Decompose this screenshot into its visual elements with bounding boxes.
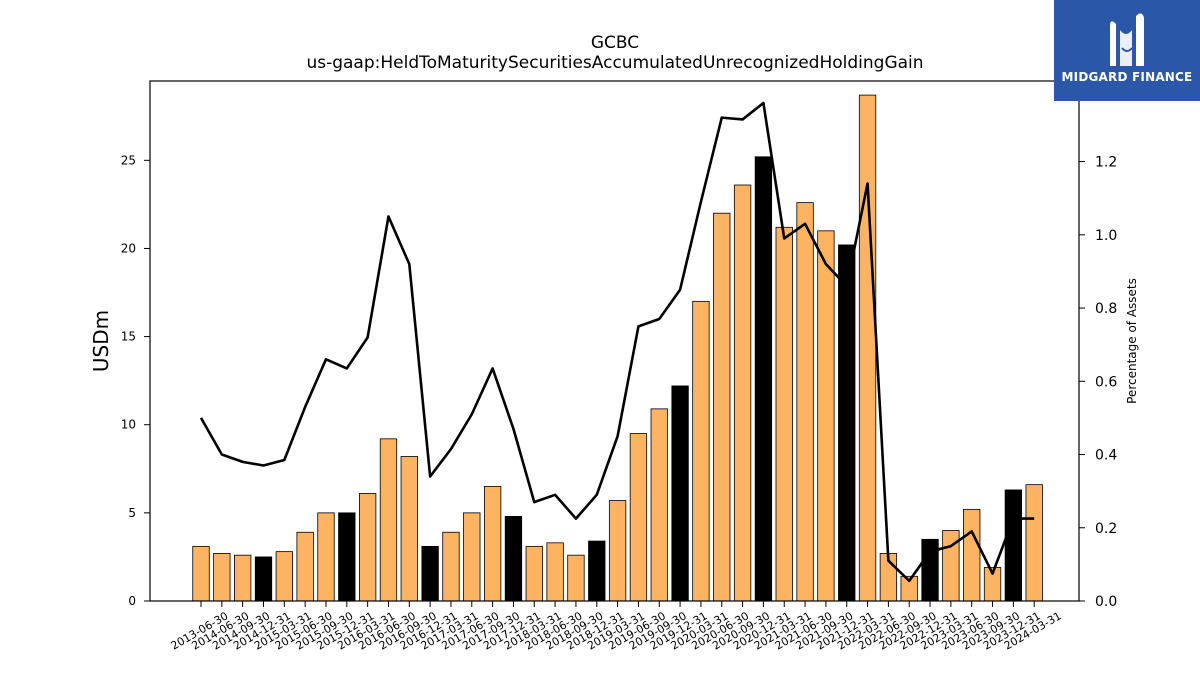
bar <box>483 486 502 602</box>
bar <box>567 554 585 602</box>
bar <box>1025 484 1043 602</box>
bar <box>754 156 773 602</box>
brand-name: MIDGARD FINANCE <box>1061 70 1193 84</box>
bar <box>963 508 981 602</box>
y-tick-label: 15 <box>121 330 136 344</box>
y-axis-label: USDm <box>89 310 113 372</box>
bar <box>858 94 877 602</box>
y-tick-label: 0 <box>128 594 136 608</box>
left-axis-ticks: 0 5 10 15 20 25 <box>121 153 150 608</box>
bar <box>733 184 752 602</box>
bar <box>400 456 418 602</box>
y2-tick-label: 0.4 <box>1095 448 1117 464</box>
bar <box>838 244 856 602</box>
chart-subtitle: us-gaap:HeldToMaturitySecuritiesAccumula… <box>306 53 923 73</box>
y-tick-label: 10 <box>121 418 136 432</box>
plot-frame <box>149 80 1080 602</box>
y-tick-label: 20 <box>121 241 136 255</box>
midgard-logo-icon <box>1110 13 1144 66</box>
right-axis-ticks: 0.0 0.2 0.4 0.6 0.8 1.0 1.2 <box>1079 155 1117 610</box>
y2-axis-label: Percentage of Assets <box>1125 278 1139 404</box>
bar <box>234 554 252 602</box>
bar <box>775 226 793 602</box>
bar-series <box>192 94 1043 602</box>
bar <box>504 515 523 602</box>
y2-tick-label: 0.0 <box>1095 594 1117 610</box>
y2-tick-label: 1.0 <box>1095 228 1117 244</box>
bar <box>1004 489 1023 602</box>
bar <box>275 551 293 602</box>
bar <box>463 512 481 602</box>
bar <box>421 545 439 602</box>
y-tick-label: 5 <box>128 506 136 520</box>
bar <box>629 433 648 602</box>
bar <box>588 540 606 602</box>
bar <box>442 531 460 602</box>
bar <box>358 493 377 602</box>
bar <box>692 300 710 602</box>
bar <box>796 202 814 602</box>
line-series <box>199 101 1035 583</box>
chart-title: GCBC <box>591 33 639 53</box>
bar <box>296 531 314 602</box>
bar <box>192 545 210 602</box>
bar <box>650 408 668 602</box>
y2-tick-label: 0.2 <box>1095 521 1117 537</box>
bar <box>338 512 356 602</box>
bar <box>608 500 627 602</box>
percentage-line <box>199 101 1035 583</box>
x-axis-ticks: 2013-06-302014-06-302014-09-302014-12-31… <box>169 601 1064 653</box>
brand-logo: MIDGARD FINANCE <box>1054 0 1200 101</box>
bar <box>525 545 543 602</box>
bar <box>213 553 231 602</box>
bar <box>254 556 273 602</box>
bar <box>546 542 564 602</box>
y-tick-label: 25 <box>121 153 136 167</box>
bar <box>671 385 689 602</box>
y2-tick-label: 1.2 <box>1095 155 1117 171</box>
bar <box>817 230 835 602</box>
y2-tick-label: 0.8 <box>1095 301 1117 317</box>
bar <box>379 438 398 602</box>
bar <box>921 538 939 602</box>
y2-tick-label: 0.6 <box>1095 374 1117 390</box>
bar <box>317 512 335 602</box>
bar <box>713 212 731 602</box>
